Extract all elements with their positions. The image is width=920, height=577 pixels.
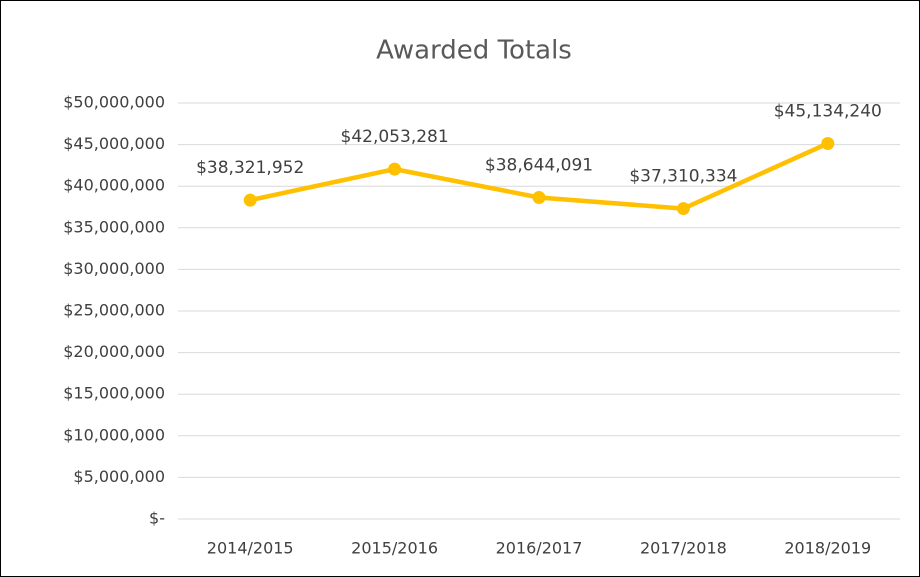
x-tick-label: 2017/2018 xyxy=(640,539,727,558)
x-tick-label: 2014/2015 xyxy=(207,539,294,558)
data-point xyxy=(243,193,257,207)
data-point xyxy=(532,190,546,204)
data-label: $38,321,952 xyxy=(196,158,304,178)
x-tick-label: 2018/2019 xyxy=(784,539,871,558)
data-label: $45,134,240 xyxy=(774,101,882,121)
y-tick-label: $30,000,000 xyxy=(63,259,165,278)
data-point xyxy=(821,136,835,150)
chart-title: Awarded Totals xyxy=(376,36,572,66)
data-label: $37,310,334 xyxy=(629,167,737,187)
x-tick-label: 2016/2017 xyxy=(496,539,583,558)
data-point xyxy=(388,162,402,176)
y-tick-label: $10,000,000 xyxy=(63,425,165,444)
data-point xyxy=(676,202,690,216)
y-tick-label: $45,000,000 xyxy=(63,134,165,153)
y-tick-label: $5,000,000 xyxy=(73,467,165,486)
y-tick-label: $25,000,000 xyxy=(63,301,165,320)
data-label: $42,053,281 xyxy=(341,127,449,147)
y-tick-label: $40,000,000 xyxy=(63,176,165,195)
y-tick-label: $50,000,000 xyxy=(63,93,165,112)
x-tick-label: 2015/2016 xyxy=(351,539,438,558)
y-tick-label: $- xyxy=(149,509,165,528)
y-tick-label: $35,000,000 xyxy=(63,217,165,236)
data-label: $38,644,091 xyxy=(485,155,593,175)
y-tick-label: $15,000,000 xyxy=(63,384,165,403)
y-tick-label: $20,000,000 xyxy=(63,342,165,361)
